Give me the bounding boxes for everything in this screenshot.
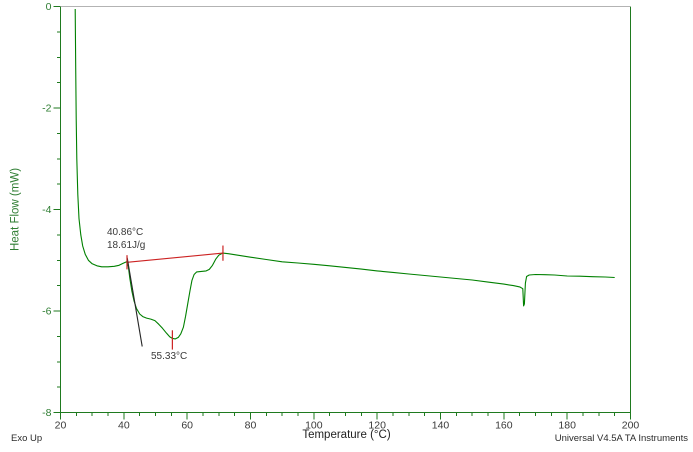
x-tick-label: 40 <box>118 420 130 432</box>
onset-tangent-line <box>126 257 143 347</box>
peak-temperature-label: 55.33°C <box>151 351 188 362</box>
x-tick-label: 20 <box>55 420 67 432</box>
x-tick-label: 180 <box>558 420 576 432</box>
x-tick-label: 200 <box>622 420 640 432</box>
analysis-markers <box>126 245 224 350</box>
exo-up-label: Exo Up <box>11 433 43 444</box>
onset-enthalpy-label: 18.61J/g <box>107 240 146 251</box>
y-tick-label: -6 <box>42 306 51 318</box>
dsc-heat-flow-curve <box>74 8 615 340</box>
x-tick-label: 80 <box>245 420 257 432</box>
peak-annotation: 55.33°C <box>151 350 187 363</box>
x-tick-label: 140 <box>432 420 450 432</box>
x-tick-label: 60 <box>181 420 193 432</box>
y-tick-label: 0 <box>46 1 52 13</box>
x-tick-label: 160 <box>495 420 513 432</box>
onset-temperature-label: 40.86°C <box>107 227 144 238</box>
integration-baseline <box>126 252 223 263</box>
x-axis-title: Temperature (°C) <box>302 429 391 441</box>
onset-annotation: 40.86°C 18.61J/g <box>107 226 145 252</box>
y-tick-label: -4 <box>42 204 51 216</box>
y-tick-label: -8 <box>42 407 51 419</box>
axis-tick-labels: 20 40 60 80 100 120 140 160 180 200 0 -2 -4 -6 -8 <box>42 1 639 432</box>
x-tick-label: 100 <box>305 420 323 432</box>
axis-ticks <box>53 6 631 420</box>
x-tick-label: 120 <box>368 420 386 432</box>
y-tick-label: -2 <box>42 103 51 115</box>
plot-frame <box>60 6 631 413</box>
instrument-credit-label: Universal V4.5A TA Instruments <box>554 433 688 444</box>
y-axis-title: Heat Flow (mW) <box>9 167 22 252</box>
data-series <box>74 8 615 347</box>
